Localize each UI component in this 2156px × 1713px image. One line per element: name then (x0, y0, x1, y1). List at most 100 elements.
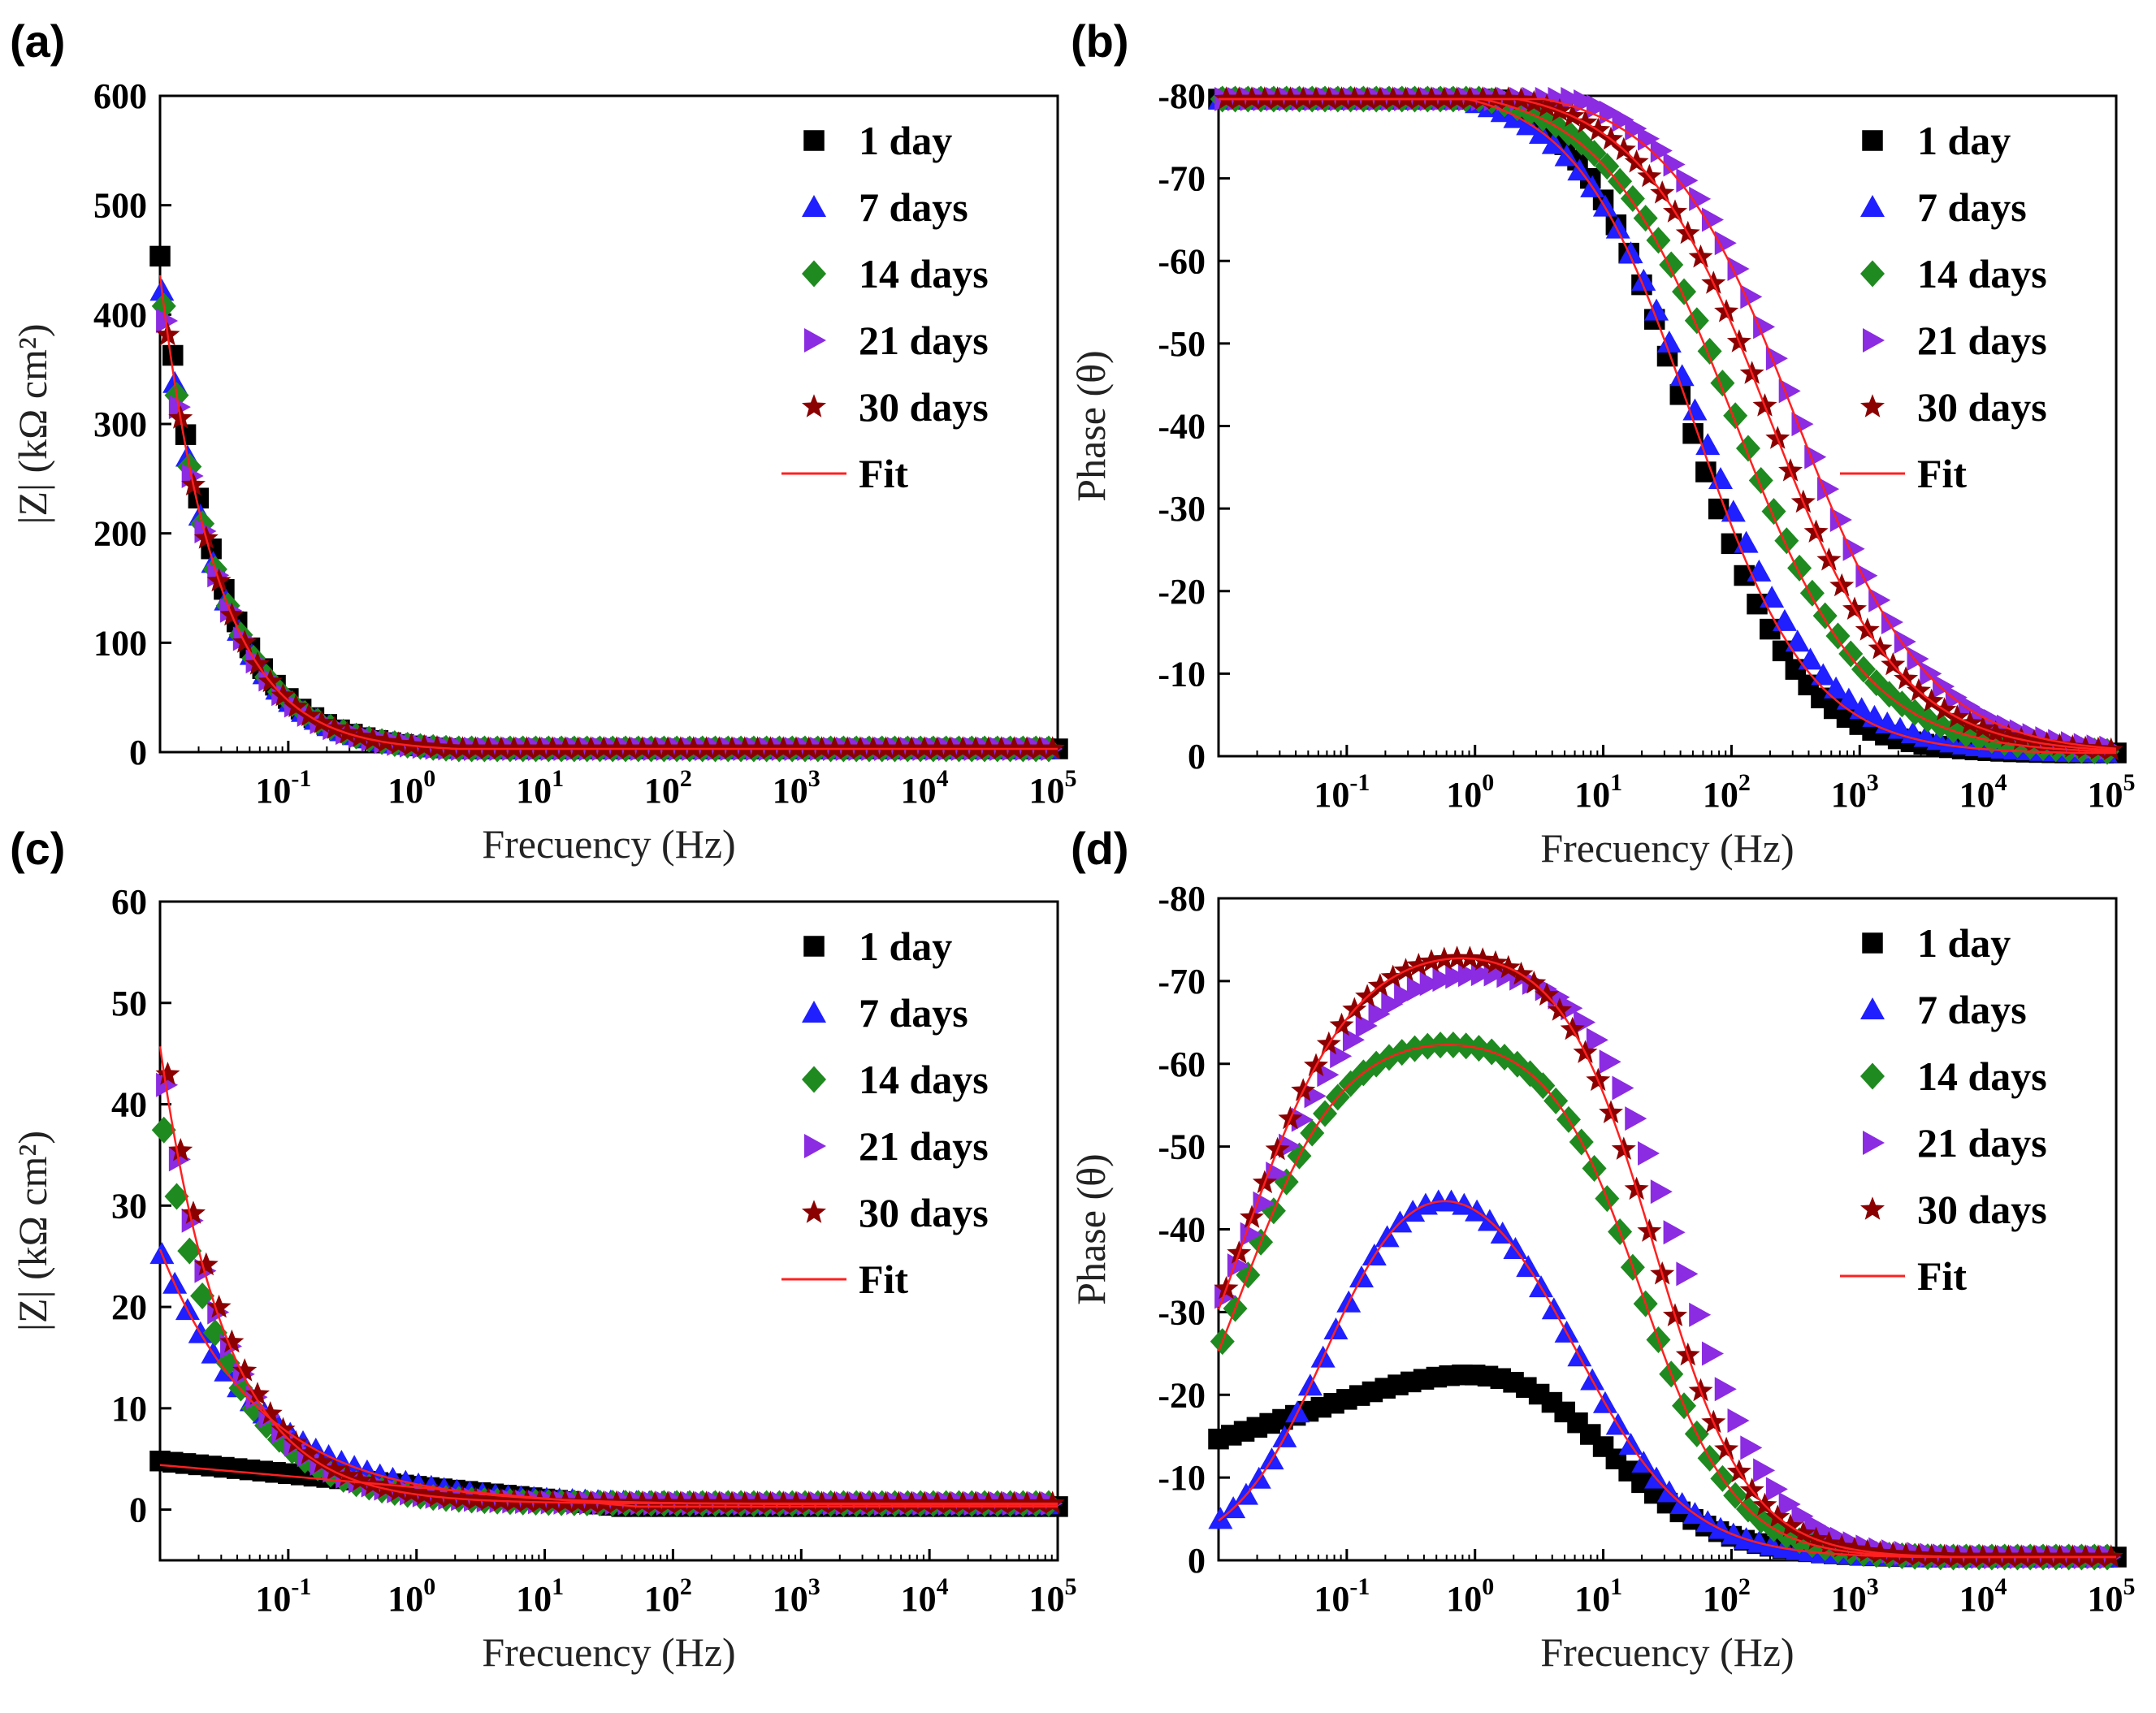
y-tick-label: -30 (1158, 489, 1206, 529)
data-point (1470, 947, 1496, 971)
data-point (1945, 685, 1968, 710)
data-point (1695, 433, 1721, 456)
legend-marker (804, 328, 826, 353)
x-tick-label: 101 (516, 1573, 564, 1619)
chart-panel-2: 0 -10 -20 -30 -40 -50 -60 -70 -80 10-1 100 101 102 10… (1068, 76, 2136, 871)
data-point (758, 1490, 783, 1514)
data-point (1316, 86, 1341, 110)
series-1-day (1208, 1364, 2127, 1568)
data-point (681, 736, 706, 759)
data-point (373, 729, 398, 753)
data-point (514, 1489, 539, 1512)
data-point (835, 736, 860, 759)
y-tick-label: 20 (111, 1287, 147, 1327)
series-14-days (151, 1116, 1061, 1517)
data-point (720, 736, 744, 759)
data-point (1625, 1106, 1647, 1131)
data-point (924, 736, 950, 759)
y-tick-label: -80 (1158, 76, 1206, 116)
data-point (1933, 674, 1955, 699)
legend: 1 day 7 days 14 days 21 days 30 days Fit (1840, 118, 2047, 496)
legend-label-fit: Fit (1917, 1253, 1967, 1299)
data-point (1816, 1530, 1842, 1555)
data-point (245, 1382, 270, 1405)
data-point (1582, 140, 1607, 167)
data-point (989, 736, 1014, 759)
data-point (899, 1490, 924, 1514)
data-point (2034, 1544, 2059, 1568)
legend-marker (802, 1001, 826, 1023)
data-point (1431, 946, 1457, 970)
data-point (412, 1482, 437, 1506)
data-point (1458, 962, 1481, 988)
data-point (1803, 1526, 1829, 1550)
data-point (206, 1294, 232, 1318)
data-point (1791, 412, 1814, 437)
y-tick-label: 50 (111, 984, 147, 1023)
legend-marker (1860, 260, 1885, 288)
x-tick-label: 103 (1831, 769, 1879, 815)
data-point (437, 1485, 462, 1508)
data-point (1804, 444, 1827, 469)
legend: 1 day 7 days 14 days 21 days 30 days Fit (1840, 920, 2047, 1299)
data-point (1778, 1491, 1801, 1516)
data-point (1445, 964, 1468, 989)
x-tick-label: 103 (773, 765, 820, 811)
legend-label: 7 days (1917, 184, 2027, 230)
legend-marker (1860, 1196, 1885, 1220)
data-point (1432, 967, 1455, 993)
data-point (1714, 231, 1737, 256)
y-tick-label: -20 (1158, 572, 1206, 612)
data-point (476, 1487, 501, 1511)
data-point (190, 1282, 215, 1309)
data-point (2047, 733, 2072, 756)
data-point (2009, 726, 2034, 751)
data-point (156, 1072, 179, 1097)
data-point (1240, 1222, 1262, 1247)
data-point (193, 1252, 219, 1276)
data-point (989, 1490, 1014, 1514)
legend-label: 1 day (859, 118, 952, 163)
data-point (1836, 687, 1861, 710)
data-point (899, 736, 924, 759)
fit-line (158, 275, 1058, 751)
data-point (501, 1488, 526, 1512)
data-point (1727, 256, 1750, 281)
data-point (1695, 461, 1717, 482)
data-point (1599, 1049, 1621, 1075)
data-point (886, 1490, 911, 1514)
legend-label: 21 days (1917, 1120, 2047, 1166)
chart-panel-4: 0 -10 -20 -30 -40 -50 -60 -70 -80 10-1 100 101 102 10… (1068, 879, 2136, 1675)
data-point (1252, 86, 1277, 110)
data-point (156, 308, 179, 333)
data-point (720, 1490, 744, 1514)
x-tick-label: 102 (644, 765, 692, 811)
legend-label: 21 days (1917, 318, 2047, 363)
data-point (1342, 86, 1367, 110)
data-point (1002, 1490, 1027, 1514)
legend-label-fit: Fit (859, 1257, 908, 1302)
legend-marker (1860, 1062, 1885, 1090)
data-point (149, 245, 171, 267)
x-tick-label: 103 (1831, 1573, 1879, 1619)
data-point (1701, 207, 1724, 232)
fit-curves (158, 275, 1058, 751)
x-tick-label: 100 (387, 1573, 435, 1619)
y-tick-label: 10 (111, 1389, 147, 1429)
data-point (1669, 364, 1695, 387)
x-tick-label: 104 (1959, 1573, 2007, 1619)
data-point (694, 736, 719, 759)
legend-label: 30 days (859, 1190, 989, 1235)
data-point (1406, 953, 1431, 976)
data-point (630, 736, 655, 759)
data-point (1573, 110, 1598, 133)
data-point (335, 720, 360, 744)
x-tick-label: 104 (1959, 769, 2007, 815)
data-point (1419, 949, 1444, 972)
data-point (168, 1138, 193, 1161)
data-point (1894, 629, 1916, 655)
data-point (1431, 86, 1457, 110)
data-point (1672, 278, 1697, 305)
data-point (1406, 86, 1431, 110)
